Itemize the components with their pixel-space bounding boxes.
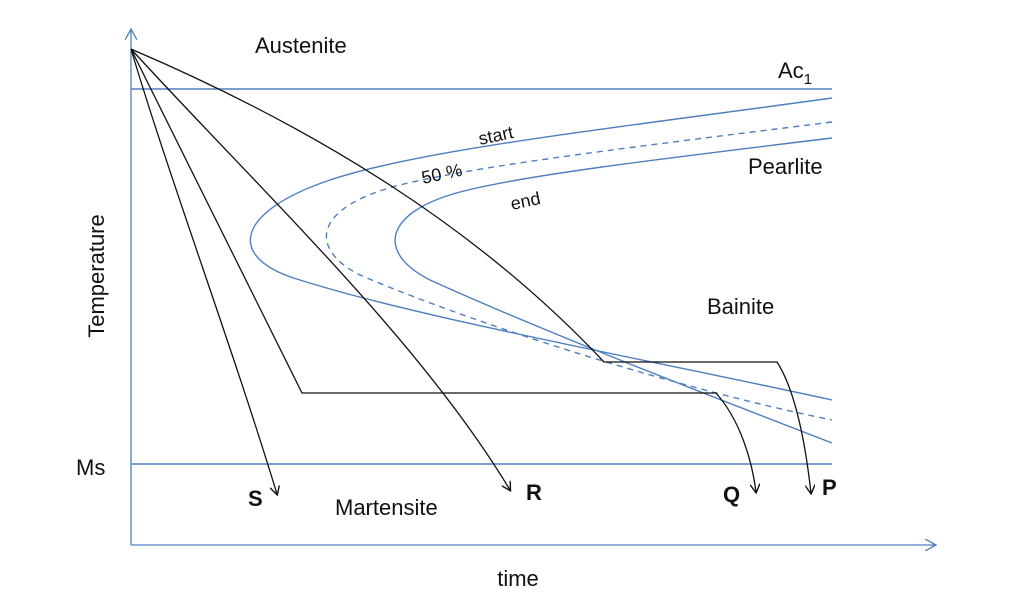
cooling-path-s bbox=[130, 48, 277, 494]
cooling-path-q bbox=[130, 48, 756, 492]
path-r-label: R bbox=[526, 480, 542, 505]
x-axis-label: time bbox=[497, 566, 539, 591]
path-q-label: Q bbox=[723, 482, 740, 507]
ms-label: Ms bbox=[76, 455, 105, 480]
y-axis-label: Temperature bbox=[84, 214, 109, 338]
path-p-label: P bbox=[822, 475, 837, 500]
path-s-label: S bbox=[248, 486, 263, 511]
start-curve-label: start bbox=[477, 122, 515, 149]
ac1-label: Ac1 bbox=[778, 58, 812, 88]
ac1-subscript: 1 bbox=[804, 71, 812, 88]
ac1-main: Ac bbox=[778, 58, 804, 83]
pearlite-label: Pearlite bbox=[748, 154, 823, 179]
end-curve-label: end bbox=[509, 188, 543, 214]
fifty-curve-label: 50 % bbox=[420, 160, 464, 188]
martensite-label: Martensite bbox=[335, 495, 438, 520]
cooling-path-p bbox=[130, 48, 811, 493]
end-curve bbox=[394, 137, 833, 444]
fifty-percent-curve bbox=[325, 121, 833, 421]
bainite-label: Bainite bbox=[707, 294, 774, 319]
austenite-label: Austenite bbox=[255, 33, 347, 58]
cooling-path-r bbox=[130, 48, 510, 490]
start-curve bbox=[249, 97, 833, 401]
